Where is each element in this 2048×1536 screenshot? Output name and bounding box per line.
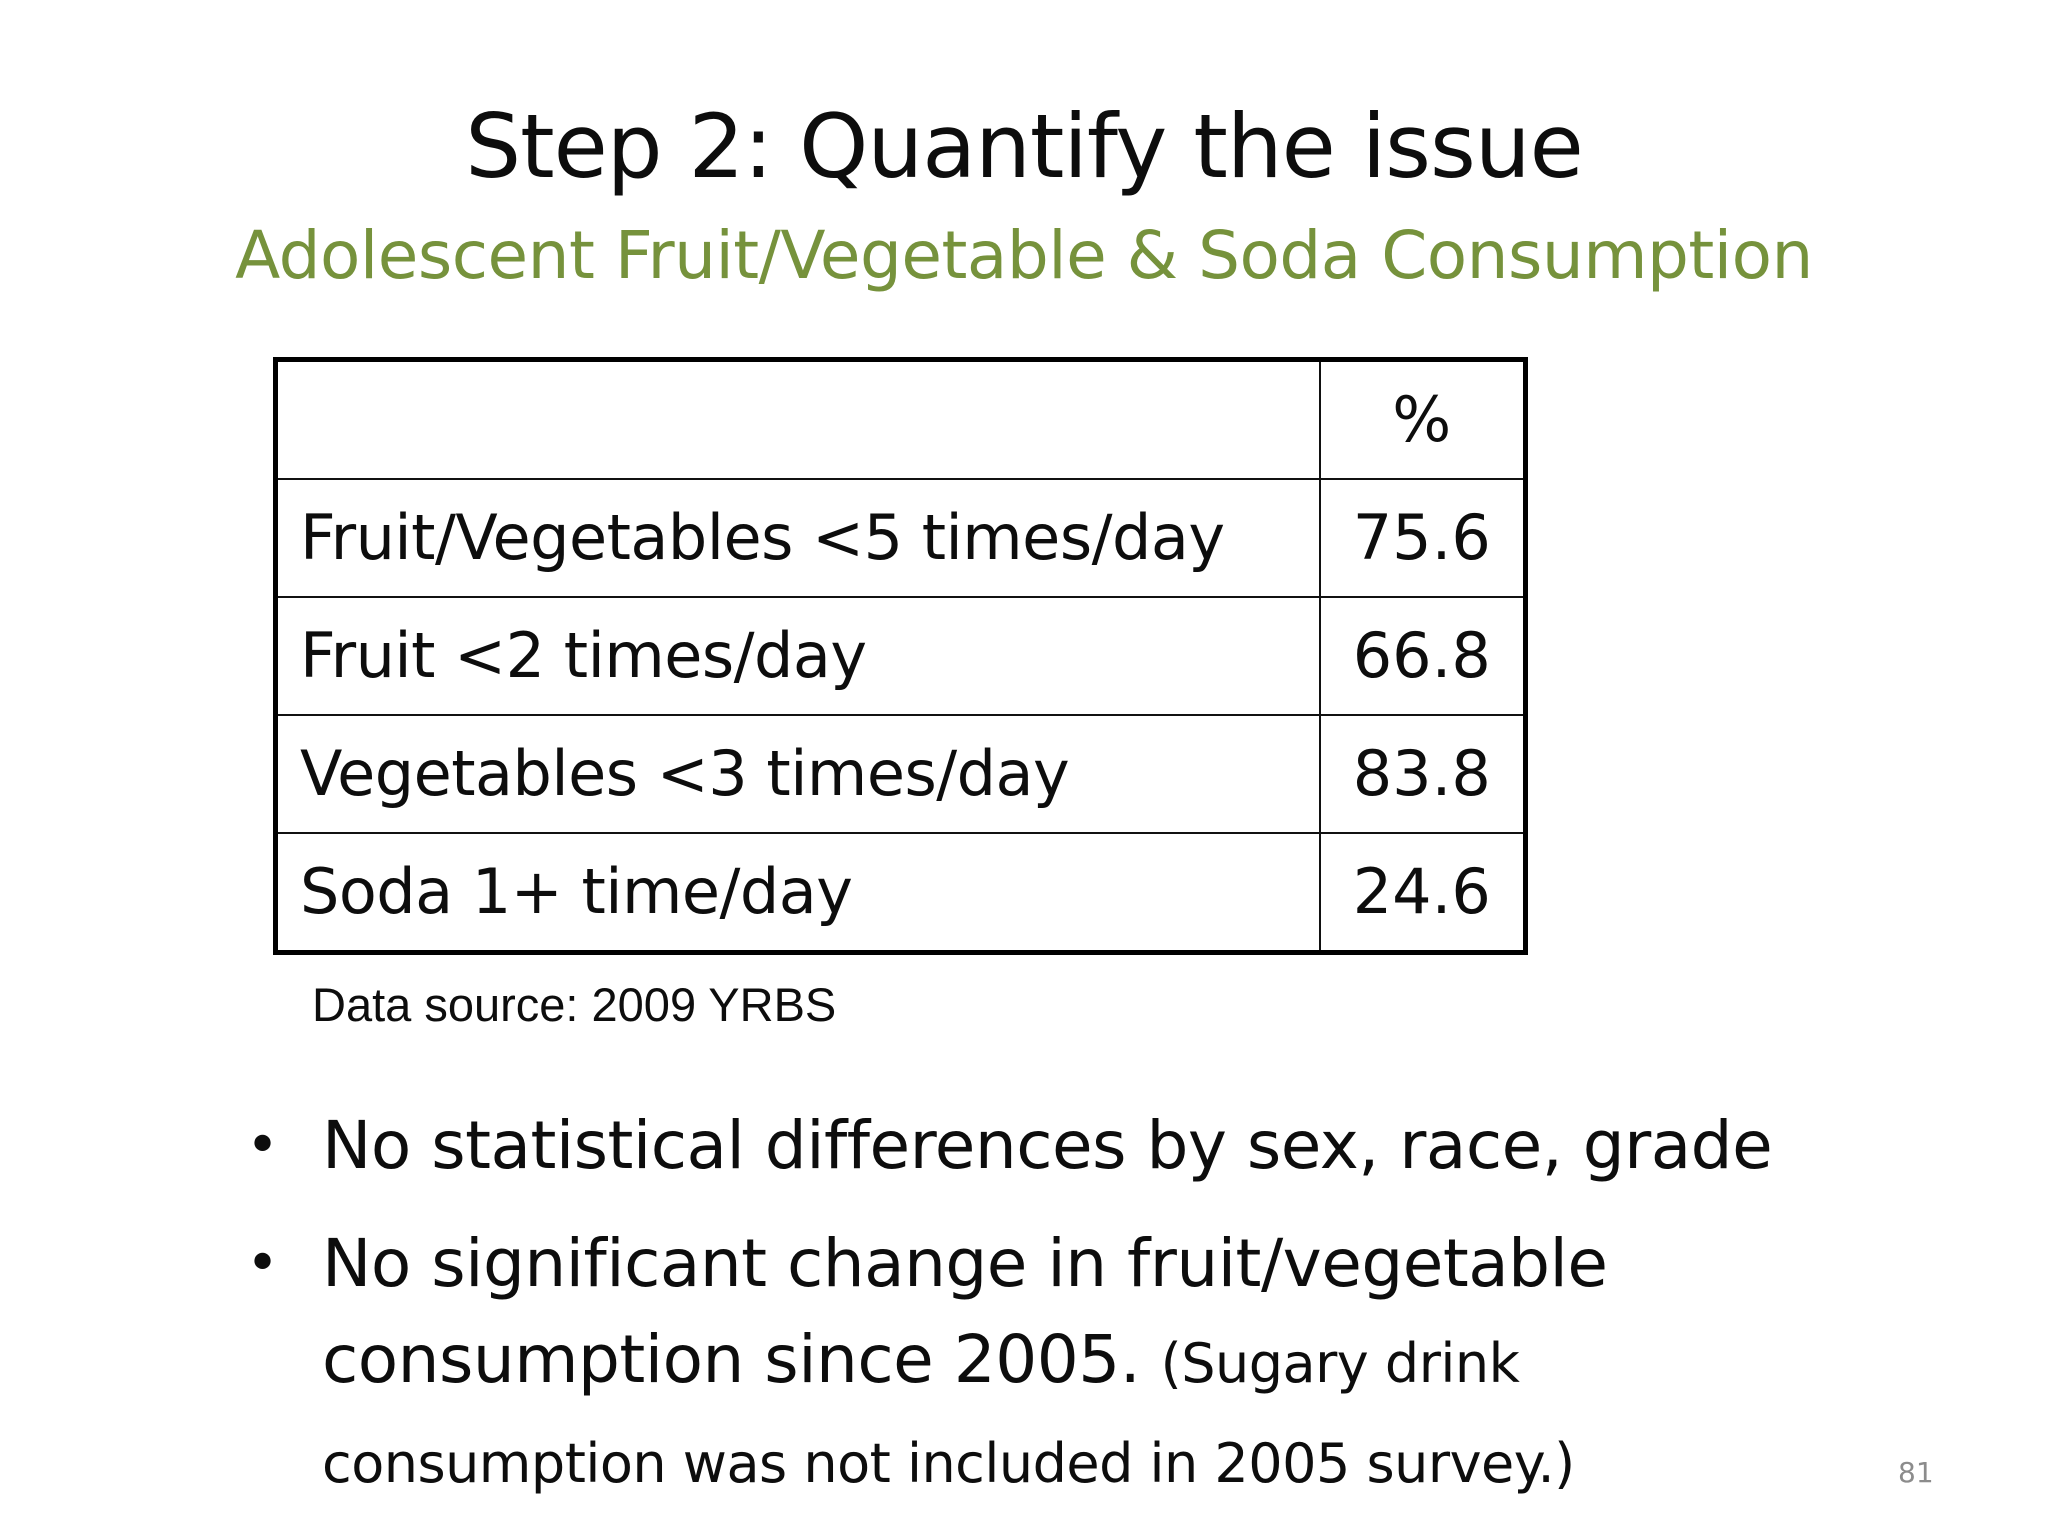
table-row-label: Fruit/Vegetables <5 times/day: [274, 478, 1321, 598]
table-row-value: 83.8: [1318, 714, 1527, 834]
bullet-note: (Sugary drink consumption was not includ…: [322, 1332, 1575, 1495]
table-header-label: [274, 358, 1321, 480]
slide-title: Step 2: Quantify the issue: [465, 95, 1584, 198]
table-row-label: Vegetables <3 times/day: [274, 714, 1321, 834]
page-number: 81: [1898, 1456, 1934, 1489]
consumption-table: % Fruit/Vegetables <5 times/day 75.6 Fru…: [273, 357, 1528, 955]
table-header-percent: %: [1318, 358, 1527, 480]
table-row-value: 24.6: [1318, 832, 1527, 954]
table-row: Fruit/Vegetables <5 times/day 75.6: [274, 478, 1527, 598]
table-row-value: 75.6: [1318, 478, 1527, 598]
table-row-label: Fruit <2 times/day: [274, 596, 1321, 716]
table-row: Fruit <2 times/day 66.8: [274, 596, 1527, 716]
table-row: Vegetables <3 times/day 83.8: [274, 714, 1527, 834]
data-source-note: Data source: 2009 YRBS: [312, 978, 837, 1031]
bullet-list: • No statistical differences by sex, rac…: [240, 1098, 1840, 1534]
bullet-text: No statistical differences by sex, race,…: [322, 1107, 1773, 1184]
slide-subtitle: Adolescent Fruit/Vegetable & Soda Consum…: [235, 217, 1813, 294]
bullet-item: • No significant change in fruit/vegetab…: [240, 1216, 1840, 1512]
bullet-dot-icon: •: [246, 1231, 279, 1296]
table-row-value: 66.8: [1318, 596, 1527, 716]
table-header-row: %: [274, 358, 1527, 480]
bullet-text: No significant change in fruit/vegetable…: [322, 1225, 1608, 1398]
table-row: Soda 1+ time/day 24.6: [274, 832, 1527, 954]
table-row-label: Soda 1+ time/day: [274, 832, 1321, 954]
bullet-dot-icon: •: [246, 1113, 279, 1178]
bullet-item: • No statistical differences by sex, rac…: [240, 1098, 1840, 1194]
